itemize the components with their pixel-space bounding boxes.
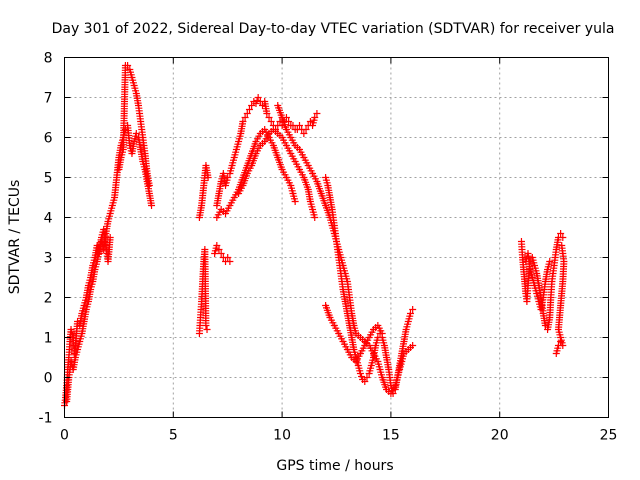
x-tick-label: 20 — [491, 428, 509, 444]
data-point — [289, 122, 297, 129]
data-point — [265, 114, 273, 121]
data-markers — [61, 62, 568, 409]
data-point — [311, 114, 319, 121]
data-point — [204, 174, 212, 181]
data-point — [145, 182, 153, 189]
data-point — [245, 106, 253, 113]
y-tick-label: 4 — [44, 211, 53, 227]
chart-title: Day 301 of 2022, Sidereal Day-to-day VTE… — [52, 21, 615, 37]
data-point — [285, 118, 293, 125]
data-point — [226, 258, 234, 265]
data-point — [267, 118, 275, 125]
data-point — [409, 306, 417, 313]
data-point — [363, 374, 371, 381]
data-point — [213, 242, 221, 249]
data-point — [296, 122, 304, 129]
data-point — [263, 110, 271, 117]
data-point — [243, 110, 251, 117]
data-point — [241, 114, 249, 121]
x-tick-labels: 0 5 10 15 20 25 — [60, 428, 617, 444]
data-point — [224, 254, 232, 261]
data-point — [252, 100, 260, 107]
y-tick-label: -1 — [39, 411, 53, 427]
y-tick-label: 7 — [44, 91, 53, 107]
data-point — [239, 118, 247, 125]
data-point — [254, 94, 262, 101]
y-tick-label: 1 — [44, 331, 53, 347]
x-tick-label: 10 — [273, 428, 291, 444]
data-point — [217, 250, 225, 257]
x-tick-label: 25 — [600, 428, 618, 444]
x-tick-label: 0 — [60, 428, 69, 444]
data-point — [361, 378, 369, 385]
data-point — [559, 234, 567, 241]
y-tick-label: 3 — [44, 251, 53, 267]
data-point — [203, 326, 211, 333]
data-point — [291, 198, 299, 205]
data-point — [300, 130, 308, 137]
x-axis-label: GPS time / hours — [276, 458, 393, 474]
data-point — [546, 258, 554, 265]
y-tick-labels: -1 0 1 2 3 4 5 6 7 8 — [39, 51, 53, 427]
data-point — [389, 390, 397, 397]
data-point — [202, 322, 210, 329]
axis-ticks — [64, 57, 609, 418]
data-point — [378, 330, 386, 337]
data-point — [302, 126, 310, 133]
data-point — [253, 97, 261, 104]
y-axis-label: SDTVAR / TECUs — [7, 180, 23, 295]
y-tick-label: 0 — [44, 371, 53, 387]
x-tick-label: 15 — [382, 428, 400, 444]
data-point — [409, 342, 417, 349]
y-tick-label: 6 — [44, 131, 53, 147]
data-point — [356, 370, 364, 377]
data-point — [311, 214, 319, 221]
y-tick-label: 5 — [44, 171, 53, 187]
data-point — [215, 246, 223, 253]
data-point — [557, 230, 565, 237]
data-point — [224, 174, 232, 181]
data-point — [248, 102, 256, 109]
data-point — [313, 110, 321, 117]
data-point — [558, 242, 566, 249]
y-tick-label: 8 — [44, 51, 53, 67]
data-point — [358, 373, 366, 380]
x-tick-label: 5 — [169, 428, 178, 444]
plot-frame — [64, 57, 609, 418]
y-tick-label: 2 — [44, 291, 53, 307]
data-point — [406, 310, 414, 317]
data-point — [106, 234, 114, 241]
data-point — [124, 62, 132, 69]
data-point — [132, 130, 140, 137]
data-point — [148, 202, 156, 209]
